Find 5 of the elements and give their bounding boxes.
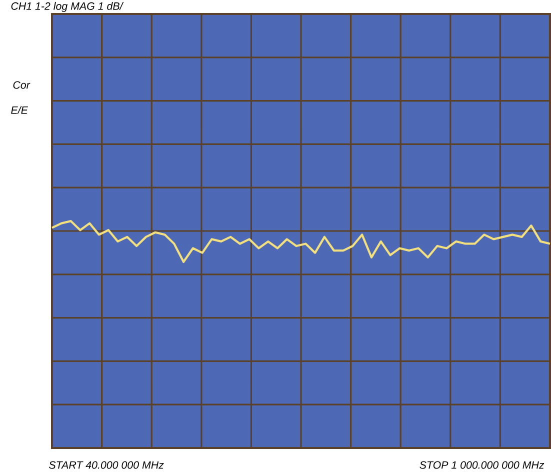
text: E/E bbox=[11, 106, 28, 114]
text: START 40.000 000 MHz bbox=[49, 461, 164, 469]
chart-title: CH1 1-2 log MAG 1 dB/ bbox=[11, 2, 124, 12]
text: STOP 1 000.000 000 MHz bbox=[420, 461, 544, 469]
text: Cor bbox=[13, 81, 30, 89]
